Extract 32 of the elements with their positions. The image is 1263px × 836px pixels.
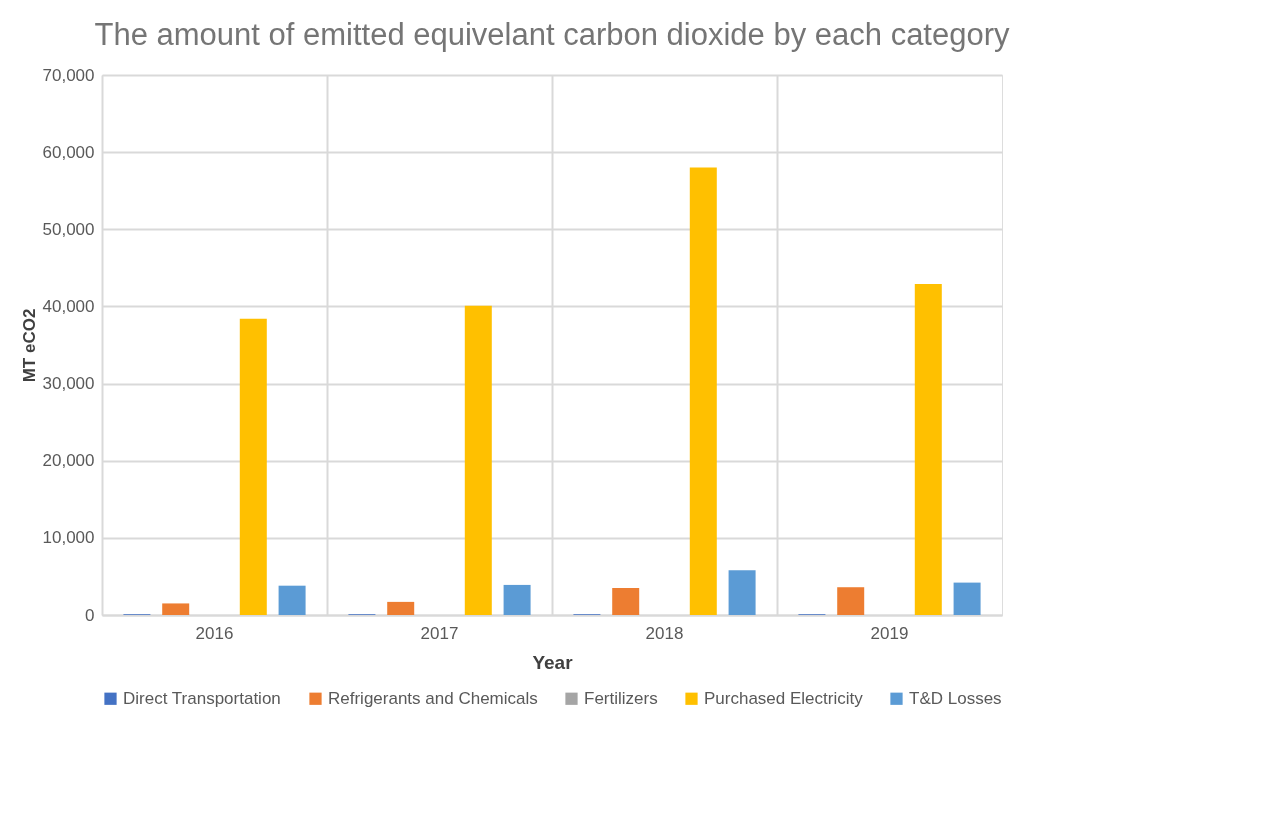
legend-label: Refrigerants and Chemicals — [328, 688, 538, 708]
bar — [278, 585, 306, 615]
legend-label: T&D Losses — [909, 688, 1002, 708]
y-tick-label: 50,000 — [42, 219, 95, 239]
y-tick-label: 20,000 — [42, 451, 95, 471]
bar — [239, 318, 267, 615]
x-axis-title: Year — [532, 651, 574, 673]
x-tick-label: 2017 — [420, 623, 459, 643]
y-tick-label: 10,000 — [42, 528, 95, 548]
legend-label: Purchased Electricity — [704, 688, 864, 708]
bar — [503, 584, 531, 615]
bar — [689, 167, 717, 615]
bar — [387, 601, 415, 615]
y-tick-label: 40,000 — [42, 296, 95, 316]
y-axis-title: MT eCO2 — [19, 308, 39, 383]
y-tick-label: 0 — [85, 605, 95, 625]
x-tick-label: 2016 — [195, 623, 234, 643]
legend-label: Direct Transportation — [123, 688, 281, 708]
y-tick-label: 70,000 — [42, 65, 95, 85]
y-tick-label: 30,000 — [42, 374, 95, 394]
bar — [953, 582, 981, 615]
bar — [464, 305, 492, 615]
bar — [914, 284, 942, 615]
bar — [728, 570, 756, 615]
x-tick-label: 2019 — [870, 623, 909, 643]
y-tick-label: 60,000 — [42, 142, 95, 162]
bar — [612, 588, 640, 615]
bar — [837, 587, 865, 615]
chart-title: The amount of emitted equivelant carbon dioxide by each category — [94, 17, 1011, 52]
x-tick-label: 2018 — [645, 623, 684, 643]
legend-label: Fertilizers — [584, 688, 658, 708]
bar — [162, 603, 190, 615]
